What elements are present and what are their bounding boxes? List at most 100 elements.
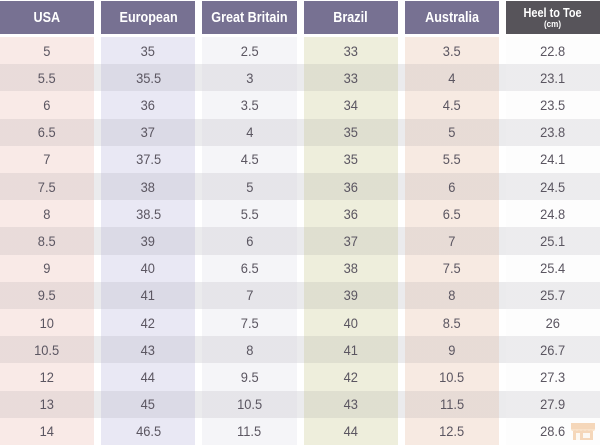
table-row: 13 45 10.5 43 11.5 27.9 xyxy=(0,390,600,418)
table-cell: 10 xyxy=(0,309,95,337)
table-cell: 24.8 xyxy=(505,200,600,228)
table-cell: 22.8 xyxy=(505,37,600,65)
table-cell: 4 xyxy=(404,64,499,92)
cell-value: 36 xyxy=(141,97,156,113)
table-cell: 41 xyxy=(101,281,196,310)
column-header-label: European xyxy=(119,9,178,26)
cell-value: 35.5 xyxy=(135,69,161,86)
cell-value: 11.5 xyxy=(439,396,464,413)
table-cell: 10.5 xyxy=(202,390,297,418)
table-cell: 12.5 xyxy=(404,417,499,445)
table-cell: 6.5 xyxy=(0,118,95,146)
table-cell: 9.5 xyxy=(0,281,95,310)
cell-value: 3.5 xyxy=(240,97,259,113)
cell-value: 6 xyxy=(43,97,51,113)
cell-value: 22.8 xyxy=(540,42,566,59)
column-header-heel-to-toe: Heel to Toe (cm) xyxy=(505,1,600,34)
header-row: USA European Great Britain Brazil Austra… xyxy=(0,1,600,34)
table-cell: 10.5 xyxy=(0,336,95,364)
table-cell: 14 xyxy=(0,417,95,445)
table-cell: 7 xyxy=(202,281,297,310)
table-cell: 7.5 xyxy=(404,254,499,282)
cell-value: 10.5 xyxy=(236,396,262,413)
table-cell: 4 xyxy=(202,118,297,146)
cell-value: 7 xyxy=(43,151,51,168)
table-cell: 12 xyxy=(0,363,95,391)
cell-value: 27.3 xyxy=(540,369,566,386)
cell-value: 40 xyxy=(343,314,358,331)
cell-value: 9 xyxy=(43,260,51,277)
cell-value: 36 xyxy=(343,178,358,195)
cell-value: 33 xyxy=(343,42,358,59)
table-cell: 37.5 xyxy=(101,145,196,174)
table-cell: 8 xyxy=(404,281,499,310)
cell-value: 8 xyxy=(448,287,456,304)
table-row: 6 36 3.5 34 4.5 23.5 xyxy=(0,91,600,119)
cell-value: 42 xyxy=(141,314,156,331)
cell-value: 3 xyxy=(245,69,254,86)
table-cell: 42 xyxy=(101,309,196,337)
cell-value: 13 xyxy=(39,396,55,413)
table-row: 12 44 9.5 42 10.5 27.3 xyxy=(0,363,600,391)
cell-value: 9 xyxy=(448,341,456,358)
cell-value: 7.5 xyxy=(38,178,57,195)
table-cell: 6 xyxy=(0,91,95,119)
table-cell: 34 xyxy=(303,91,398,119)
table-cell: 23.5 xyxy=(505,91,600,119)
column-header-european: European xyxy=(101,1,196,34)
cell-value: 10.5 xyxy=(34,341,60,358)
table-cell: 4.5 xyxy=(202,145,297,174)
table-cell: 41 xyxy=(303,336,398,364)
cell-value: 6 xyxy=(448,178,456,195)
cell-value: 23.8 xyxy=(540,124,566,141)
cell-value: 34 xyxy=(343,97,358,113)
table-cell: 3.5 xyxy=(202,91,297,119)
column-header-label: Great Britain xyxy=(211,9,288,26)
table-cell: 25.7 xyxy=(505,281,600,310)
table-cell: 27.9 xyxy=(505,390,600,418)
cell-value: 12.5 xyxy=(439,423,465,440)
table-cell: 25.4 xyxy=(505,254,600,282)
table-row: 10.5 43 8 41 9 26.7 xyxy=(0,336,600,364)
table-cell: 5.5 xyxy=(0,64,95,92)
cell-value: 7 xyxy=(245,287,254,304)
cell-value: 7 xyxy=(448,233,456,250)
cell-value: 33 xyxy=(343,69,358,86)
column-header-label: Brazil xyxy=(333,9,368,26)
table-cell: 8 xyxy=(0,200,95,228)
cell-value: 39 xyxy=(343,287,358,304)
cell-value: 5.5 xyxy=(442,151,461,168)
table-cell: 36 xyxy=(101,91,196,119)
table-cell: 23.8 xyxy=(505,118,600,146)
column-header-unit: (cm) xyxy=(544,18,562,29)
table-row: 8 38.5 5.5 36 6.5 24.8 xyxy=(0,200,600,228)
cell-value: 36 xyxy=(343,205,358,222)
table-cell: 5.5 xyxy=(202,200,297,228)
table-cell: 5 xyxy=(404,118,499,146)
cell-value: 44 xyxy=(343,423,358,440)
cell-value: 8.5 xyxy=(442,314,461,331)
table-row: 7.5 38 5 36 6 24.5 xyxy=(0,173,600,201)
cell-value: 28.6 xyxy=(540,423,566,440)
cell-value: 37 xyxy=(141,124,156,141)
cell-value: 38 xyxy=(141,178,156,195)
table-cell: 26 xyxy=(505,309,600,337)
table-cell: 8 xyxy=(202,336,297,364)
table-cell: 7.5 xyxy=(0,173,95,201)
table-cell: 44 xyxy=(303,417,398,445)
cell-value: 8 xyxy=(245,341,254,358)
cell-value: 11.5 xyxy=(237,423,262,440)
cell-value: 2.5 xyxy=(240,42,259,59)
table-row: 9 40 6.5 38 7.5 25.4 xyxy=(0,254,600,282)
table-cell: 11.5 xyxy=(404,390,499,418)
column-header-great-britain: Great Britain xyxy=(202,1,297,34)
cell-value: 46.5 xyxy=(135,423,161,440)
column-header-label: Australia xyxy=(424,9,479,26)
table-row: 6.5 37 4 35 5 23.8 xyxy=(0,118,600,146)
table-cell: 28.6 xyxy=(505,417,600,445)
cell-value: 41 xyxy=(343,341,358,358)
cell-value: 6.5 xyxy=(442,205,461,222)
table-cell: 25.1 xyxy=(505,227,600,255)
table-cell: 43 xyxy=(303,390,398,418)
cell-value: 35 xyxy=(343,151,358,168)
